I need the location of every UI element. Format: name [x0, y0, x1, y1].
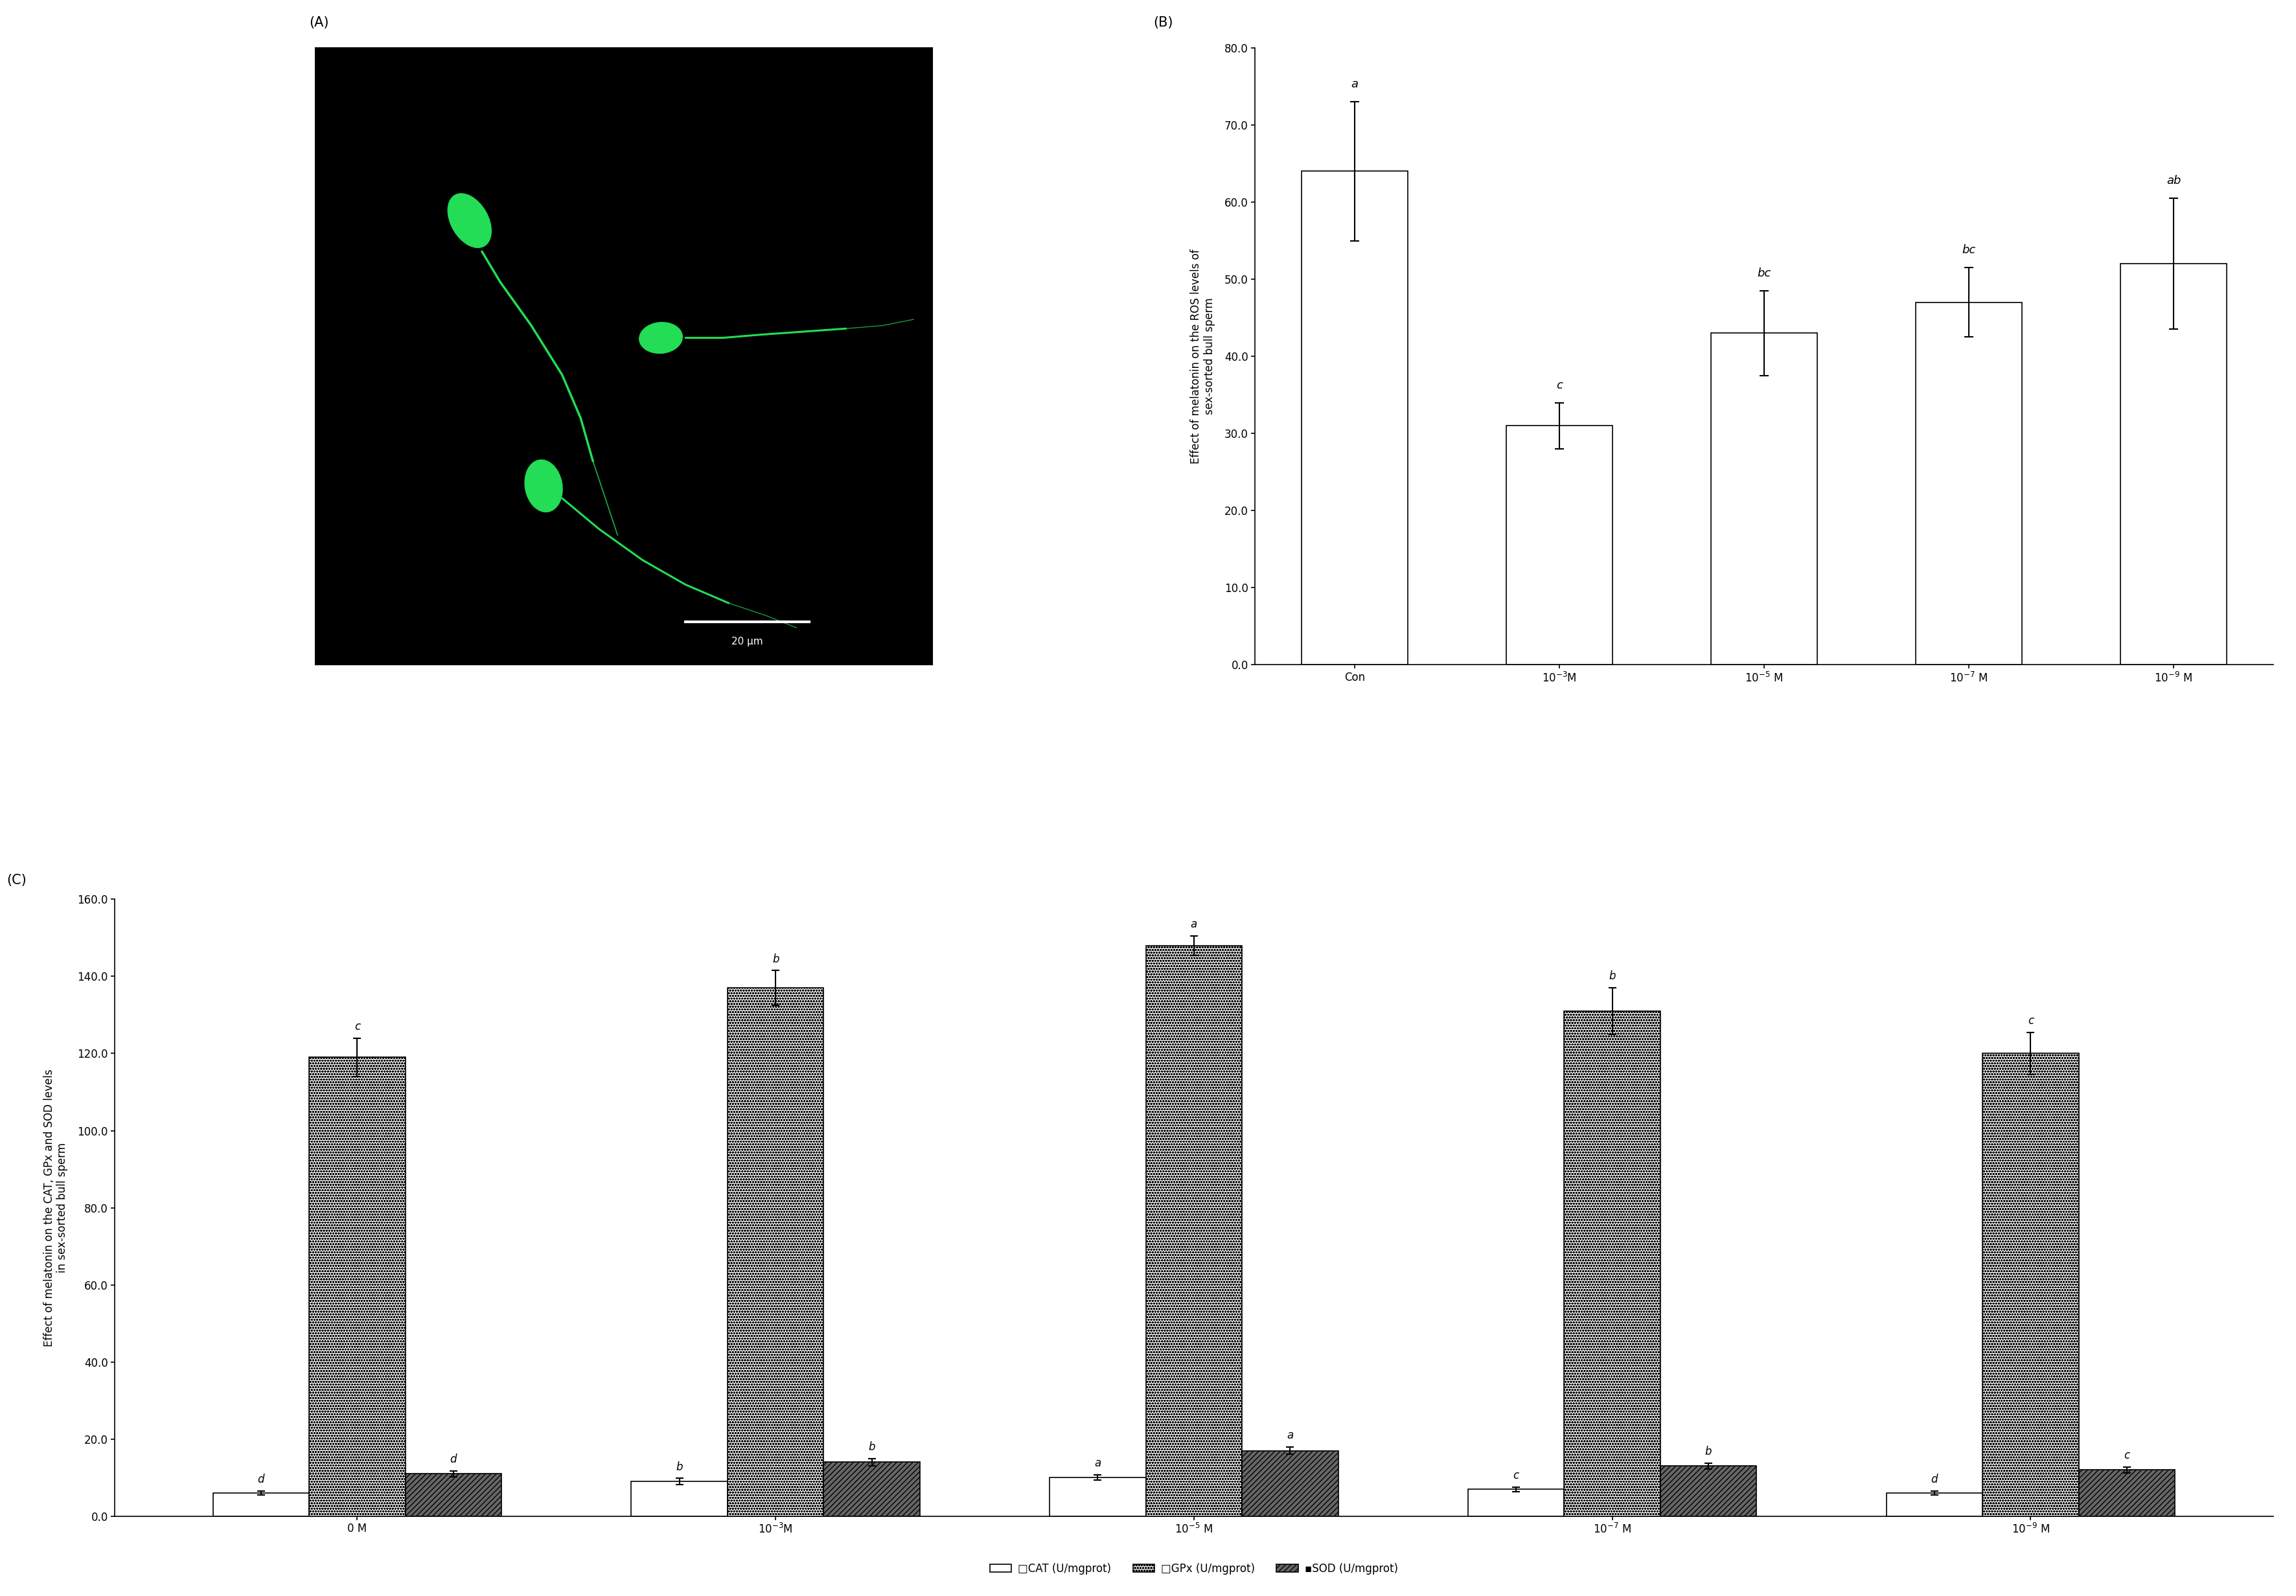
Bar: [824, 1462, 921, 1516]
Bar: [1467, 1489, 1564, 1516]
Bar: [1887, 1494, 1981, 1516]
Bar: [1242, 1451, 1339, 1516]
Text: b: b: [1609, 970, 1616, 982]
Text: c: c: [354, 1020, 360, 1033]
Text: c: c: [1557, 380, 1564, 391]
Text: c: c: [2124, 1449, 2131, 1462]
Text: a: a: [1095, 1457, 1102, 1470]
Bar: [1049, 1478, 1146, 1516]
Text: c: c: [2027, 1015, 2034, 1026]
Text: bc: bc: [1756, 268, 1770, 279]
Bar: [2119, 263, 2227, 666]
Text: d: d: [1931, 1473, 1938, 1486]
Text: ab: ab: [2167, 176, 2181, 187]
Bar: [1506, 426, 1612, 666]
Text: (A): (A): [310, 16, 328, 29]
Bar: [310, 1057, 406, 1516]
Text: b: b: [771, 953, 778, 966]
Bar: [728, 988, 824, 1516]
Y-axis label: Effect of melatonin on the ROS levels of
sex-sorted bull sperm: Effect of melatonin on the ROS levels of…: [1189, 249, 1215, 464]
Bar: [1302, 171, 1407, 666]
Bar: [1146, 945, 1242, 1516]
Text: b: b: [1706, 1446, 1713, 1457]
Ellipse shape: [638, 322, 682, 353]
Bar: [1915, 302, 2023, 666]
Bar: [406, 1473, 501, 1516]
Y-axis label: Effect of melatonin on the CAT, GPx and SOD levels
in sex-sorted bull sperm: Effect of melatonin on the CAT, GPx and …: [44, 1069, 69, 1347]
Bar: [631, 1481, 728, 1516]
Bar: [2078, 1470, 2174, 1516]
Text: (C): (C): [7, 875, 28, 887]
Text: a: a: [1286, 1430, 1293, 1441]
Text: 20 μm: 20 μm: [732, 637, 762, 646]
Text: b: b: [868, 1441, 875, 1452]
Text: b: b: [675, 1460, 682, 1473]
Bar: [1564, 1012, 1660, 1516]
Text: a: a: [1192, 918, 1196, 930]
Bar: [1711, 334, 1816, 666]
Text: d: d: [450, 1454, 457, 1465]
Text: d: d: [257, 1473, 264, 1486]
Ellipse shape: [526, 460, 563, 512]
Text: (B): (B): [1153, 16, 1173, 29]
Bar: [214, 1494, 310, 1516]
Bar: [1981, 1053, 2078, 1516]
Text: c: c: [1513, 1470, 1520, 1481]
Text: a: a: [1350, 78, 1357, 91]
Text: bc: bc: [1961, 244, 1975, 255]
Ellipse shape: [448, 193, 491, 247]
Legend: □CAT (U/mgprot), □GPx (U/mgprot), ▪SOD (U/mgprot): □CAT (U/mgprot), □GPx (U/mgprot), ▪SOD (…: [985, 1558, 1403, 1578]
Bar: [1660, 1467, 1756, 1516]
